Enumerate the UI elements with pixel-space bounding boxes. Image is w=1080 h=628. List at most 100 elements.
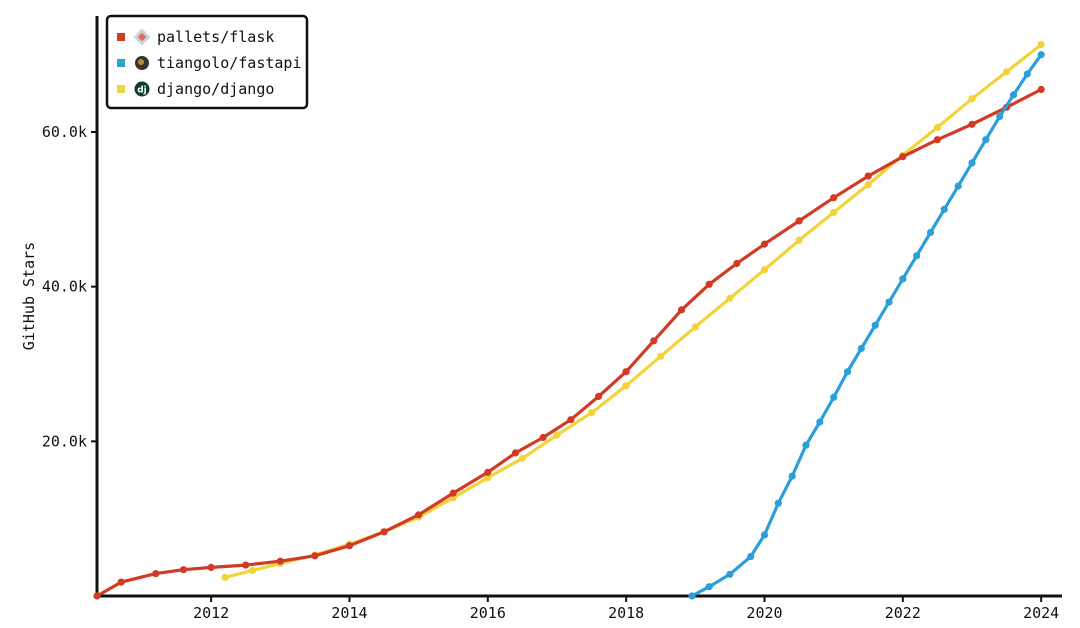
data-point (276, 557, 284, 565)
data-point (380, 528, 388, 536)
data-point (968, 120, 976, 128)
data-point (747, 553, 755, 561)
x-tick-label: 2020 (746, 604, 782, 622)
data-point (345, 542, 354, 550)
data-point (449, 489, 457, 497)
data-point (899, 275, 907, 283)
data-point (705, 583, 713, 591)
data-point (1023, 70, 1031, 78)
data-point (249, 566, 257, 575)
x-tick-label: 2018 (608, 604, 644, 622)
data-point (1037, 41, 1045, 49)
data-point (567, 416, 575, 424)
y-axis-title: GitHub Stars (20, 242, 38, 350)
legend: pallets/flask tiangolo/fastapi dj django/dj… (105, 14, 309, 110)
legend-item: pallets/flask (117, 28, 274, 46)
data-point (816, 418, 824, 426)
legend-item: tiangolo/fastapi (117, 54, 302, 72)
data-point (152, 570, 160, 578)
legend-items: pallets/flask tiangolo/fastapi dj django/dj… (117, 28, 302, 98)
data-point (899, 153, 907, 161)
svg-text:dj: dj (137, 86, 147, 96)
data-point (788, 472, 796, 480)
data-point (622, 368, 630, 376)
series-pallets-flask (93, 85, 1045, 600)
data-point (933, 123, 942, 131)
data-point (802, 441, 810, 449)
tiangolo-avatar-icon (135, 56, 149, 70)
data-point (830, 194, 838, 202)
data-point (733, 259, 741, 268)
legend-label: tiangolo/fastapi (157, 54, 302, 72)
legend-swatch (117, 59, 125, 67)
data-point (726, 294, 734, 302)
data-point (1037, 51, 1045, 59)
data-point (484, 474, 492, 482)
x-tick-label: 2012 (193, 604, 229, 622)
data-point (1009, 91, 1018, 99)
series-line (95, 87, 1043, 598)
data-point (117, 578, 125, 586)
data-point (913, 252, 921, 260)
legend-swatch (117, 33, 125, 41)
data-point (774, 499, 782, 507)
legend-swatch (117, 85, 125, 93)
y-ticks: 20.0k 40.0k 60.0k (42, 123, 97, 450)
legend-label: django/django (157, 80, 274, 98)
x-tick-label: 2014 (331, 604, 367, 622)
data-point (885, 298, 893, 306)
data-point (926, 228, 935, 237)
data-point (968, 159, 976, 167)
data-point (795, 217, 803, 225)
data-point (982, 136, 990, 144)
data-point (622, 382, 630, 390)
y-tick-label: 20.0k (42, 432, 87, 450)
data-point (726, 570, 734, 578)
y-tick-label: 40.0k (42, 278, 87, 296)
data-point (657, 352, 665, 360)
data-point (954, 182, 962, 190)
series-tiangolo-fastapi (688, 51, 1045, 600)
data-point (553, 431, 561, 439)
data-point (179, 566, 188, 574)
data-point (857, 344, 865, 353)
data-point (760, 266, 769, 274)
data-point (830, 208, 838, 216)
data-point (242, 561, 250, 569)
data-point (221, 573, 229, 582)
data-point (864, 181, 872, 189)
django-logo-icon: dj (134, 81, 150, 97)
data-point (760, 240, 769, 248)
data-point (933, 136, 942, 144)
data-point (871, 321, 879, 329)
series-lines (93, 41, 1045, 600)
y-tick-label: 60.0k (42, 123, 87, 141)
data-point (996, 112, 1004, 121)
data-point (760, 531, 769, 539)
data-point (688, 592, 696, 600)
data-point (650, 337, 658, 345)
series-line (690, 53, 1043, 598)
data-point (415, 511, 423, 519)
data-point (93, 592, 101, 600)
data-point (705, 280, 713, 288)
series-line (223, 43, 1043, 579)
data-point (594, 392, 603, 401)
data-point (677, 306, 686, 314)
data-point (511, 449, 520, 457)
legend-box (105, 14, 309, 110)
data-point (691, 323, 699, 331)
data-point (484, 468, 492, 476)
data-point (830, 393, 838, 401)
legend-item: dj django/django (117, 80, 274, 98)
data-point (207, 563, 215, 572)
x-tick-label: 2022 (885, 604, 921, 622)
x-tick-label: 2024 (1023, 604, 1059, 622)
x-ticks: 2012 2014 2016 2018 2020 2022 2024 (193, 596, 1059, 622)
data-point (518, 454, 527, 462)
data-point (539, 433, 547, 442)
data-point (1037, 85, 1045, 94)
legend-label: pallets/flask (157, 28, 274, 46)
series-django-django (221, 41, 1045, 582)
